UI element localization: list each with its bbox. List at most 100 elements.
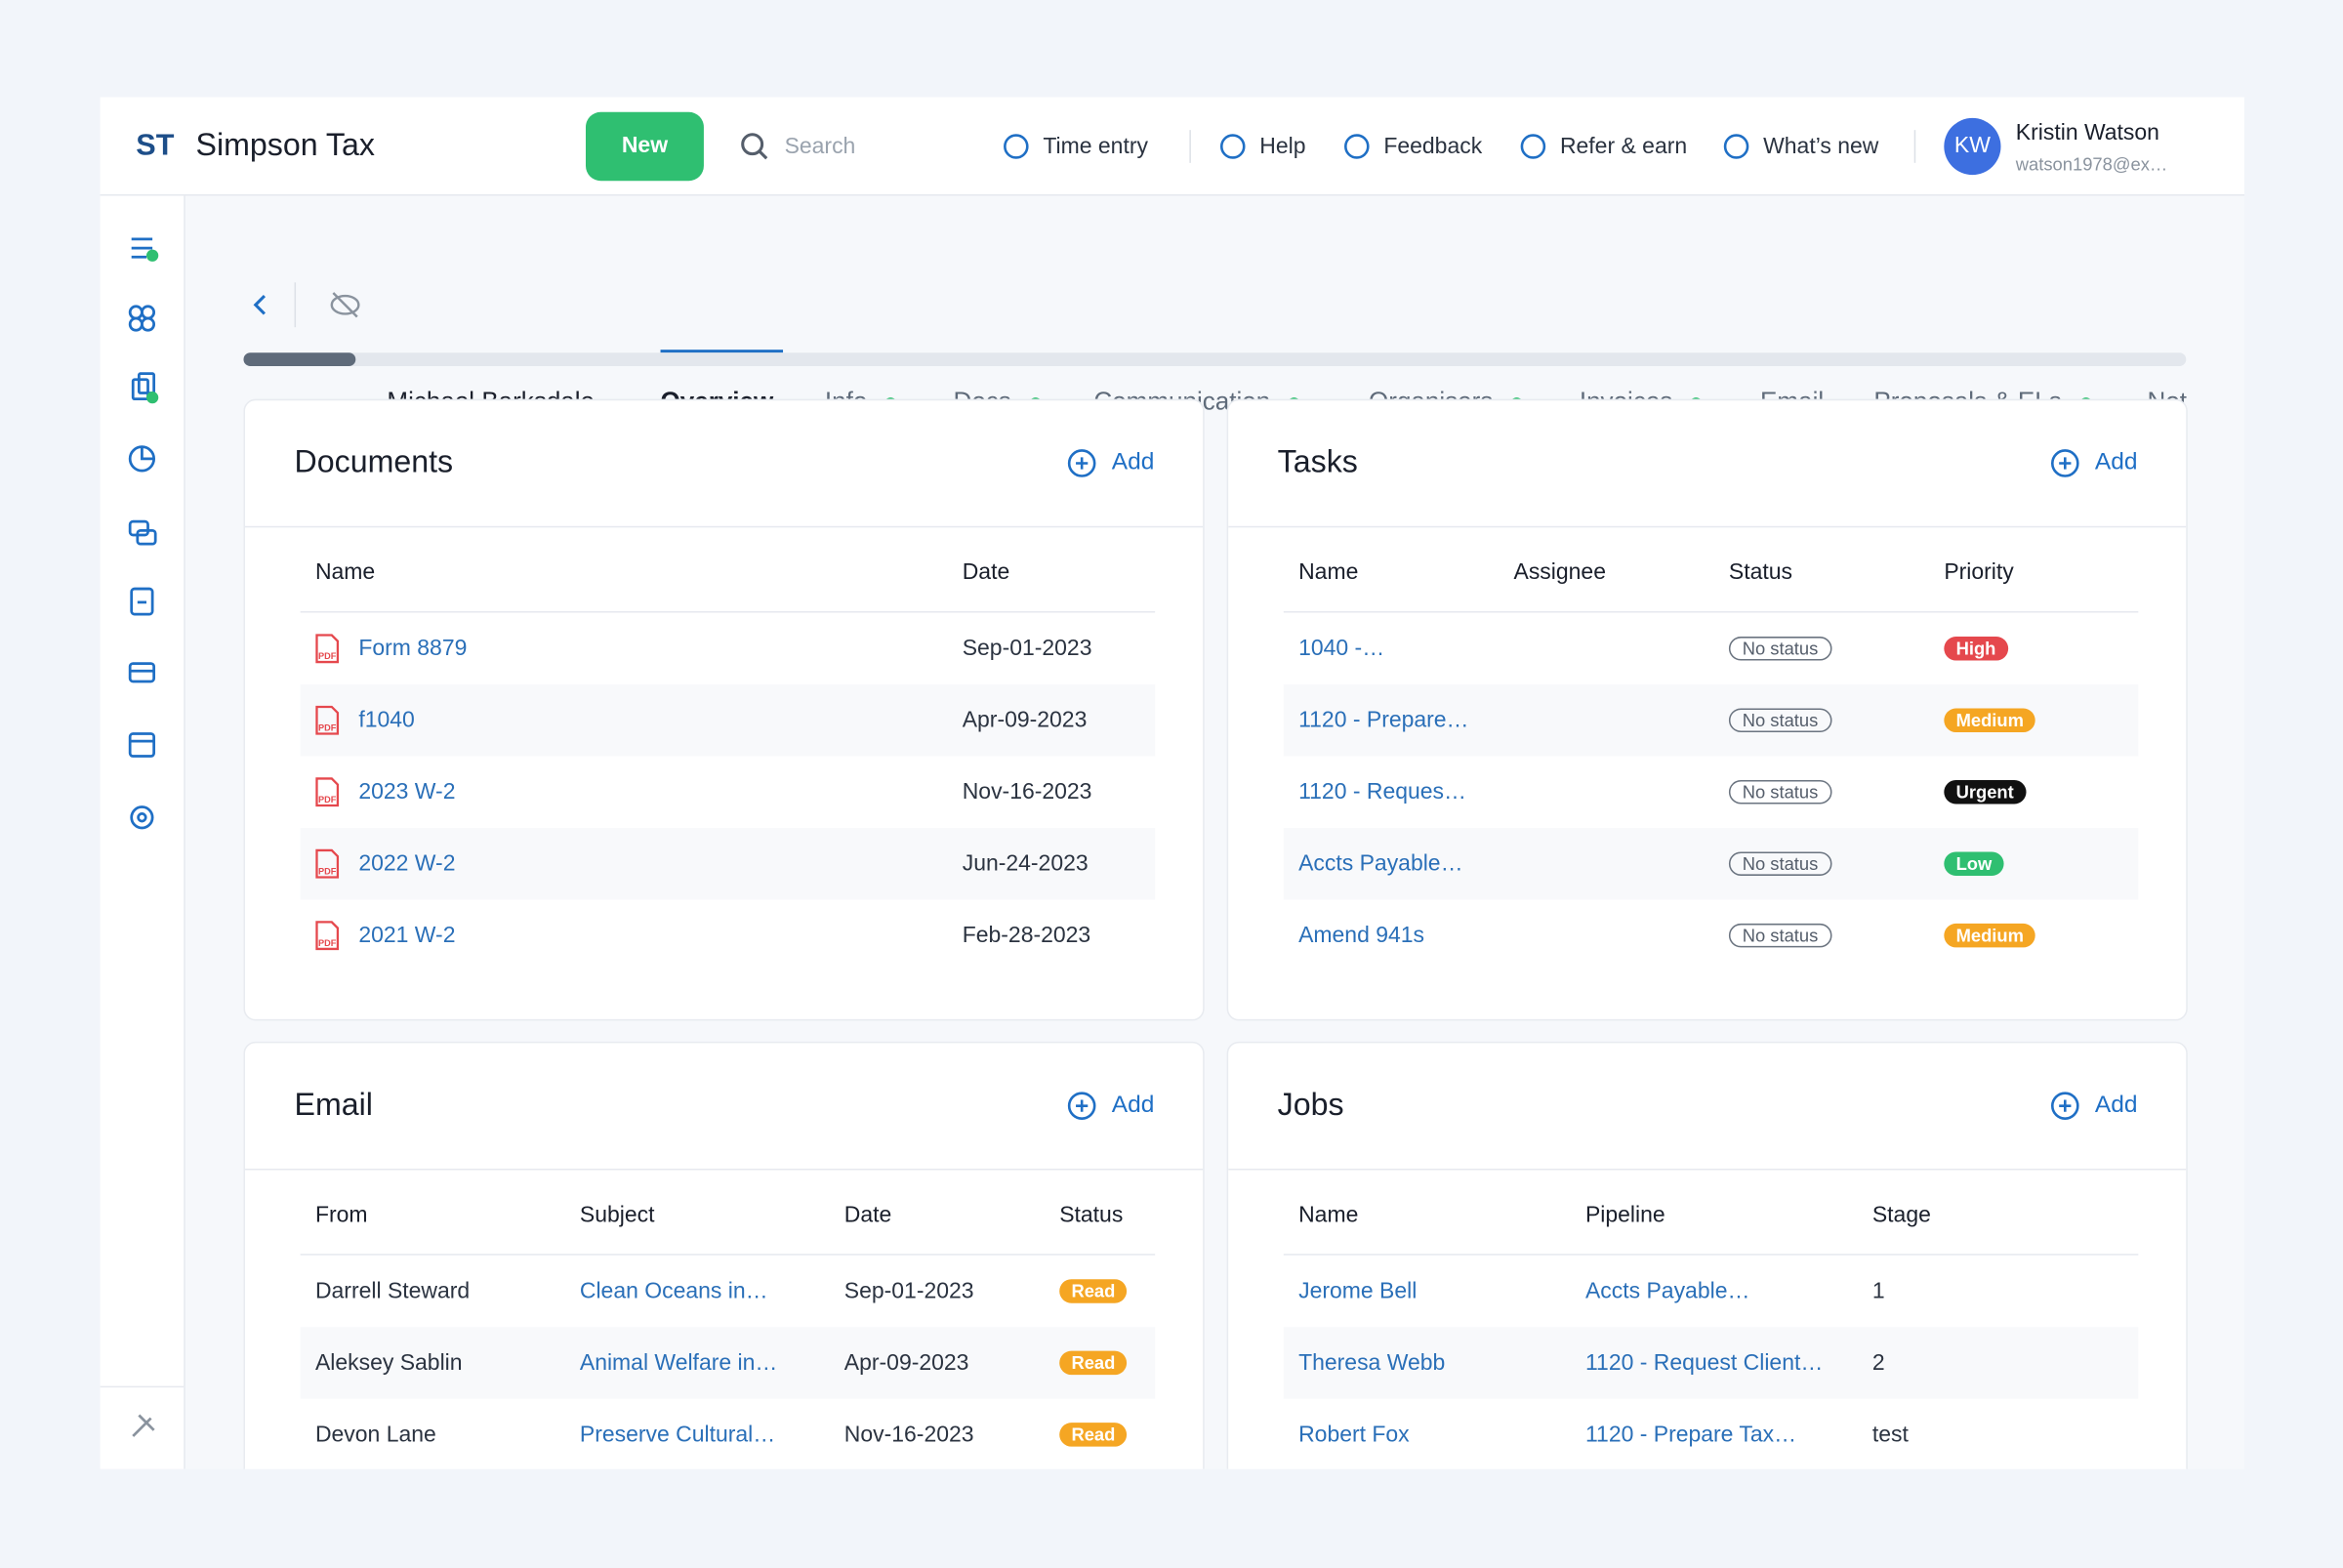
add-icon	[2050, 449, 2079, 477]
row-stripe	[300, 1327, 1156, 1399]
add-icon	[2050, 1092, 2079, 1120]
status-pill: No status	[1728, 708, 1832, 732]
svg-text:PDF: PDF	[318, 938, 337, 948]
row-link[interactable]: 1120 - Request Client…	[1584, 1349, 1824, 1376]
nav-item[interactable]: Time entry	[1043, 133, 1148, 160]
row-link[interactable]: Accts Payable…	[1584, 1278, 1750, 1304]
row-link[interactable]: 1120 - Prepare Tax…	[1584, 1422, 1797, 1448]
icon-docs[interactable]	[131, 372, 156, 401]
logo: ST	[136, 129, 175, 163]
back-button[interactable]	[247, 290, 277, 320]
row-text: Darrell Steward	[314, 1278, 471, 1304]
row-link[interactable]: Jerome Bell	[1298, 1278, 1418, 1304]
document-link[interactable]: Form 8879	[358, 636, 468, 662]
nav-item[interactable]: Feedback	[1383, 133, 1483, 160]
nav-item[interactable]: What’s new	[1763, 133, 1879, 160]
document-link[interactable]: 2023 W-2	[358, 779, 456, 805]
icon-reports[interactable]	[128, 445, 156, 473]
row-text: Nov-16-2023	[962, 779, 1092, 805]
add-icon	[1067, 449, 1096, 477]
panel-title: Documents	[294, 445, 454, 480]
status-pill: No status	[1728, 637, 1832, 661]
add-button[interactable]: Add	[2094, 449, 2138, 475]
column-header: From	[314, 1202, 368, 1228]
document-link[interactable]: 2022 W-2	[358, 850, 456, 877]
add-button[interactable]: Add	[2094, 1092, 2138, 1118]
column-header: Name	[1298, 1202, 1359, 1228]
scroll-thumb[interactable]	[243, 352, 356, 366]
badge: High	[1944, 637, 2008, 661]
header-divider	[1228, 525, 2187, 528]
separator	[294, 282, 297, 328]
panel-documents: Documents Add Name Date PDF Form 8879 Sep-01-2…	[243, 398, 1205, 1021]
header-divider	[245, 525, 1204, 528]
separator	[1913, 130, 1916, 163]
status-dot	[145, 249, 159, 262]
row-text: Nov-16-2023	[843, 1422, 974, 1448]
add-button[interactable]: Add	[1111, 1092, 1155, 1118]
nav-item[interactable]: Help	[1259, 133, 1306, 160]
search-input[interactable]: Search	[784, 133, 856, 160]
window: ST Simpson Tax New Search Time entry Help…	[100, 97, 2244, 1469]
icon-pin[interactable]	[132, 1414, 155, 1437]
status-pill: No status	[1728, 779, 1832, 805]
nav-icon	[1520, 134, 1546, 159]
column-header: Status	[1059, 1202, 1124, 1228]
column-header: Priority	[1944, 559, 2014, 586]
new-button[interactable]: New	[585, 111, 704, 182]
status-dot	[145, 392, 159, 404]
row-text: test	[1871, 1422, 1909, 1448]
svg-text:PDF: PDF	[318, 722, 337, 732]
pdf-icon: PDF	[315, 848, 340, 879]
row-link[interactable]: Robert Fox	[1298, 1422, 1410, 1448]
icon-chat[interactable]	[128, 519, 157, 546]
row-text: Apr-09-2023	[962, 707, 1088, 733]
column-header: Date	[962, 559, 1010, 586]
nav-icon	[1219, 134, 1246, 159]
icon-settings[interactable]	[130, 805, 154, 830]
row-text: Apr-09-2023	[843, 1349, 969, 1376]
document-link[interactable]: 2021 W-2	[358, 923, 456, 949]
nav-icon	[1723, 134, 1749, 159]
icon-list[interactable]	[131, 237, 153, 259]
row-link[interactable]: Preserve Cultural…	[579, 1422, 776, 1448]
column-header: Assignee	[1513, 559, 1606, 586]
nav-icon	[1344, 134, 1370, 159]
header-divider	[245, 1168, 1204, 1171]
icon-clients[interactable]	[128, 305, 156, 332]
svg-text:PDF: PDF	[318, 866, 337, 876]
avatar[interactable]: KW	[1944, 117, 2001, 176]
table-divider	[1283, 1254, 2139, 1256]
row-link[interactable]: 1040 -…	[1298, 636, 1385, 662]
hidden-icon	[330, 292, 360, 318]
pdf-icon: PDF	[315, 921, 340, 951]
add-button[interactable]: Add	[1111, 449, 1155, 475]
row-link[interactable]: Amend 941s	[1298, 923, 1425, 949]
row-link[interactable]: Animal Welfare in…	[579, 1349, 778, 1376]
row-link[interactable]: Accts Payable…	[1298, 850, 1463, 877]
row-text: Jun-24-2023	[962, 850, 1089, 877]
sidebar	[100, 195, 185, 1469]
row-text: Sep-01-2023	[962, 636, 1092, 662]
row-link[interactable]: Clean Oceans in…	[579, 1278, 768, 1304]
add-icon	[1067, 1092, 1096, 1120]
row-text: Aleksey Sablin	[314, 1349, 463, 1376]
row-link[interactable]: Theresa Webb	[1298, 1349, 1446, 1376]
top-bar: ST Simpson Tax New Search Time entry Help…	[100, 97, 2244, 196]
nav-item[interactable]: Refer & earn	[1559, 133, 1688, 160]
column-header: Name	[1298, 559, 1359, 586]
column-header: Name	[314, 559, 376, 586]
document-link[interactable]: f1040	[358, 707, 415, 733]
icon-calendar[interactable]	[128, 732, 156, 758]
row-link[interactable]: 1120 - Prepare…	[1298, 707, 1469, 733]
row-text: Sep-01-2023	[843, 1278, 974, 1304]
panel-jobs: Jobs Add Name Pipeline Stage Jerome Bell Accts…	[1226, 1041, 2188, 1469]
badge: Read	[1059, 1350, 1128, 1376]
badge: Read	[1059, 1423, 1128, 1447]
row-text: 2	[1871, 1349, 1885, 1376]
header-divider	[1228, 1168, 2187, 1171]
row-link[interactable]: 1120 - Reques…	[1298, 779, 1466, 805]
icon-card[interactable]	[128, 662, 156, 683]
icon-file[interactable]	[130, 587, 154, 616]
